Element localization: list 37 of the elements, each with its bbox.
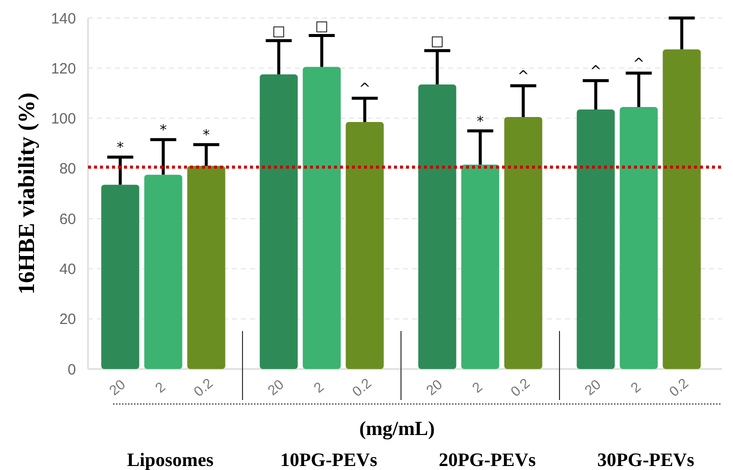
- y-tick-label: 80: [59, 160, 76, 178]
- y-tick-label: 100: [50, 110, 76, 128]
- x-tick-label: 20: [422, 376, 446, 398]
- data-label: □: [315, 18, 328, 35]
- x-tick-label: 0.2: [666, 374, 692, 400]
- y-tick-label: 0: [68, 361, 76, 378]
- y-tick-label: 20: [59, 311, 76, 328]
- x-tick-label: 2: [468, 378, 486, 396]
- x-axis-title: (mg/mL): [359, 418, 435, 440]
- data-label: ^: [517, 68, 530, 85]
- x-tick-label: 2: [627, 378, 644, 396]
- y-tick-label: 60: [59, 210, 76, 228]
- data-label: ^: [358, 81, 371, 98]
- x-tick-label: 0.2: [348, 374, 374, 400]
- data-label: ^: [632, 56, 645, 72]
- text: 30PG-PEVs: [597, 450, 694, 470]
- text: 10PG-PEVs: [280, 450, 378, 470]
- x-tick-label: 20: [106, 376, 128, 398]
- x-tick-label: 0.2: [507, 374, 533, 400]
- x-tick-label: 2: [152, 378, 168, 396]
- data-label: *: [476, 114, 484, 130]
- y-tick-label: 40: [59, 260, 76, 278]
- x-tick-label: 20: [264, 376, 287, 398]
- x-tick-label: 20: [581, 376, 604, 398]
- text: 20PG-PEVs: [438, 450, 536, 470]
- data-label: *: [160, 122, 167, 139]
- data-label: *: [202, 128, 210, 144]
- x-tick-label: 2: [310, 378, 327, 396]
- text: Liposomes: [126, 450, 214, 470]
- data-label: *: [116, 140, 124, 156]
- data-label: □: [272, 24, 286, 40]
- y-axis-title: 16HBE viability (%): [14, 92, 39, 294]
- data-label: ^: [590, 64, 602, 80]
- y-tick-label: 140: [50, 10, 76, 28]
- data-label: □: [430, 34, 444, 50]
- x-tick-label: 0.2: [190, 374, 216, 400]
- y-tick-label: 120: [50, 60, 76, 78]
